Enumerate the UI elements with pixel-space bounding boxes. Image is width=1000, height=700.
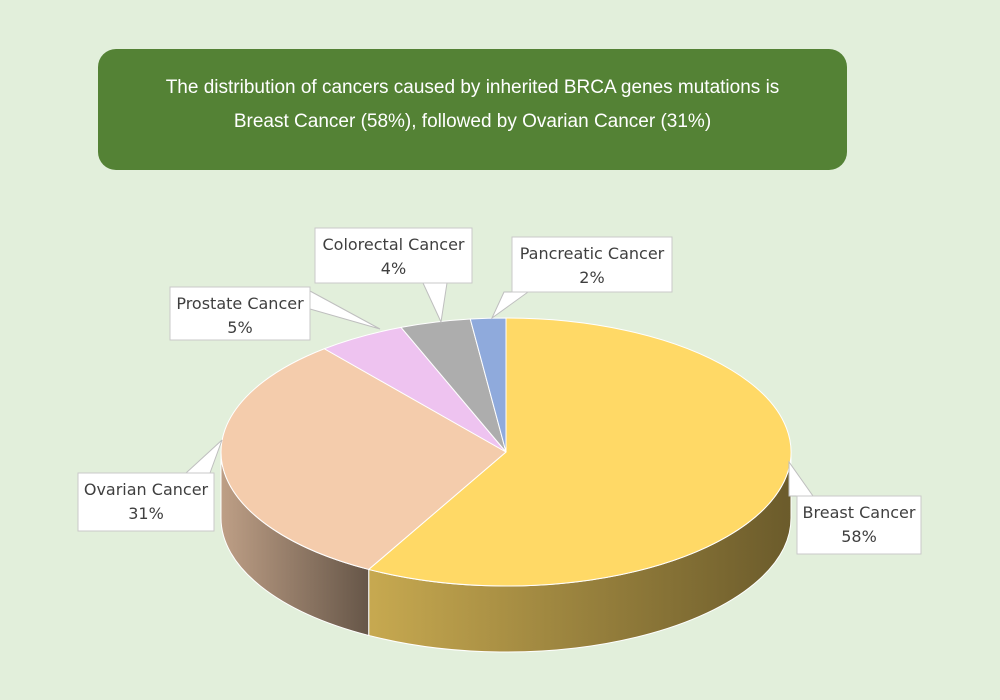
pie-slice-ovarian-cancer <box>220 348 507 570</box>
pie-slice-breast-cancer <box>367 317 792 587</box>
summary-banner: The distribution of cancers caused by in… <box>98 49 847 170</box>
banner-line-1: The distribution of cancers caused by in… <box>165 77 780 98</box>
banner-line-2: Breast Cancer (58%), followed by Ovarian… <box>233 111 712 132</box>
slice-label-value: 4% <box>381 259 406 278</box>
callout-prostate-cancer: Prostate Cancer 5% <box>169 286 381 341</box>
label-box <box>169 286 311 341</box>
callout-ovarian-cancer: Ovarian Cancer 31% <box>77 439 223 532</box>
callout-breast-cancer: Breast Cancer 58% <box>788 460 922 555</box>
label-box <box>77 472 215 532</box>
slice-label-name: Breast Cancer <box>803 503 916 522</box>
slice-label-name: Pancreatic Cancer <box>520 244 665 263</box>
slice-label-name: Ovarian Cancer <box>84 480 209 499</box>
callout-colorectal-cancer: Colorectal Cancer 4% <box>314 227 473 324</box>
label-box <box>314 227 473 284</box>
slice-label-value: 31% <box>128 504 164 523</box>
leader-line <box>184 439 223 474</box>
leader-line <box>309 290 381 330</box>
label-box <box>511 236 673 293</box>
leader-line <box>788 460 814 497</box>
slice-label-value: 58% <box>841 527 877 546</box>
leader-line <box>422 282 448 324</box>
leader-line <box>490 291 530 320</box>
slice-label-value: 2% <box>579 268 604 287</box>
slice-label-name: Prostate Cancer <box>176 294 304 313</box>
slice-label-name: Colorectal Cancer <box>322 235 464 254</box>
pie-slice-pancreatic-cancer <box>469 317 507 453</box>
slice-label-value: 5% <box>227 318 252 337</box>
callout-pancreatic-cancer: Pancreatic Cancer 2% <box>490 236 673 320</box>
label-box <box>796 495 922 555</box>
